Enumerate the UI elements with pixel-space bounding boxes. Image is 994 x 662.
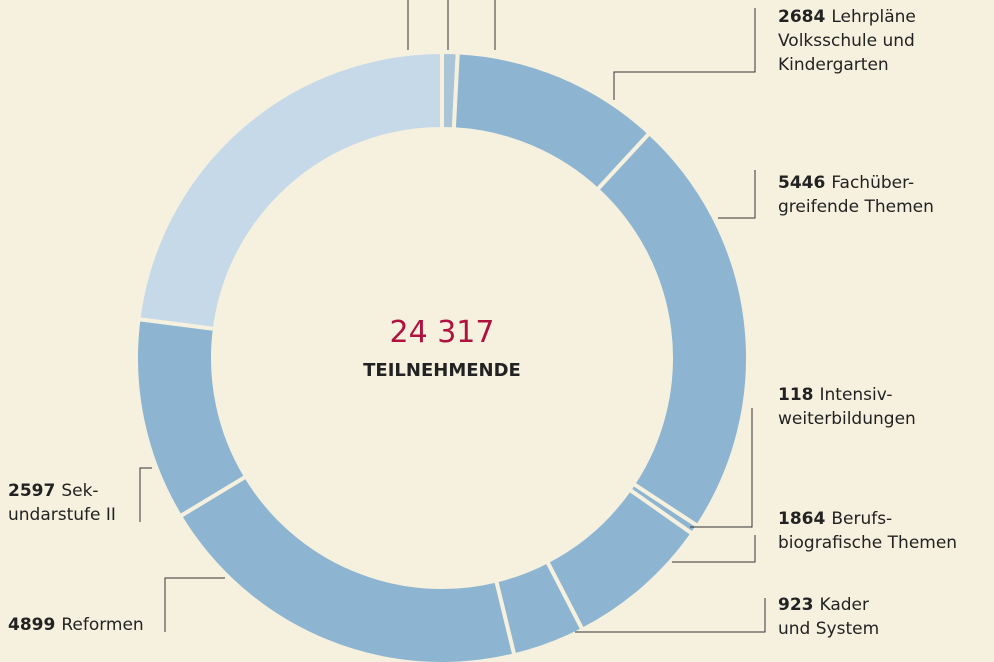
center-label: TEILNEHMENDE xyxy=(363,360,521,381)
leader-line xyxy=(613,8,756,100)
segment-label: undarstufe II xyxy=(8,505,116,525)
segment-label: 923 Kader xyxy=(778,595,869,615)
segment-label: 2684 Lehrpläne xyxy=(778,7,916,27)
segment-label: Volksschule und xyxy=(778,31,915,51)
segment-value: 1864 xyxy=(778,509,825,529)
leader-line xyxy=(139,467,152,522)
segment-value: 923 xyxy=(778,595,814,615)
segment-name: Fachüber- xyxy=(831,173,914,193)
segment-label: Kindergarten xyxy=(778,55,889,75)
segment-label: weiterbildungen xyxy=(778,409,916,429)
segment-label: 2597 Sek- xyxy=(8,481,99,501)
segment-label: 1864 Berufs- xyxy=(778,509,892,529)
segment-value: 2684 xyxy=(778,7,825,27)
leader-line xyxy=(718,170,756,219)
segment-name: Kader xyxy=(820,595,870,615)
segment-value: 2597 xyxy=(8,481,55,501)
segment-name: Berufs- xyxy=(831,509,892,529)
segment-label: biografische Themen xyxy=(778,533,957,553)
segment-name: Lehrpläne xyxy=(831,7,916,27)
segment-label: und System xyxy=(778,619,879,639)
segment-label: 4899 Reformen xyxy=(8,615,144,635)
segment-name: Reformen xyxy=(61,615,143,635)
segment-name: Intensiv- xyxy=(820,385,893,405)
segment-name: Sek- xyxy=(61,481,98,501)
segment-label: 118 Intensiv- xyxy=(778,385,893,405)
segment-label: greifende Themen xyxy=(778,197,934,217)
center-value: 24 317 xyxy=(390,315,495,350)
segment-value: 5446 xyxy=(778,173,825,193)
segment-value: 4899 xyxy=(8,615,55,635)
leader-line xyxy=(575,598,766,633)
leader-line xyxy=(690,408,753,528)
segment-label: 5446 Fachüber- xyxy=(778,173,914,193)
leader-line xyxy=(164,577,225,632)
donut-segment xyxy=(136,49,444,332)
leader-line xyxy=(672,535,756,563)
segment-value: 118 xyxy=(778,385,814,405)
